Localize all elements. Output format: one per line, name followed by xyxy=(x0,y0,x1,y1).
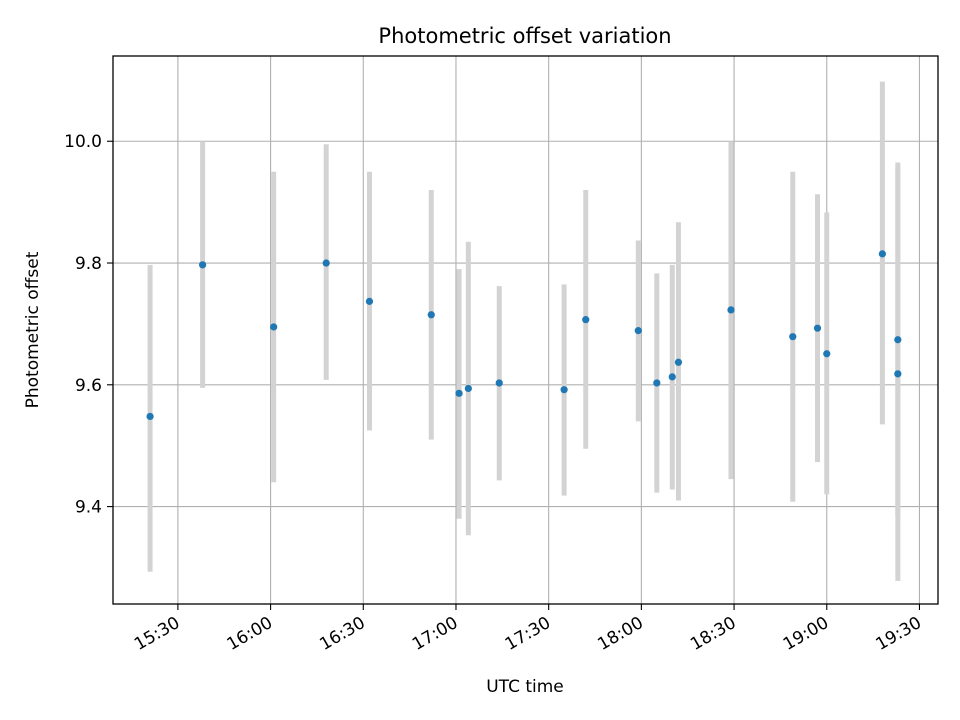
y-tick-label: 9.4 xyxy=(75,498,102,518)
y-tick-label: 9.8 xyxy=(75,254,102,274)
data-point xyxy=(582,316,590,324)
plot-frame xyxy=(112,55,939,605)
data-point xyxy=(365,297,374,305)
x-tick-label: 17:30 xyxy=(502,613,554,655)
x-tick-label: 16:30 xyxy=(316,613,368,655)
x-tick-label: 16:00 xyxy=(224,613,276,655)
chart-title: Photometric offset variation xyxy=(378,24,671,48)
data-point xyxy=(495,379,503,387)
data-point xyxy=(878,250,886,258)
data-point xyxy=(894,370,902,378)
y-tick-label: 9.6 xyxy=(75,376,102,396)
data-point xyxy=(146,412,154,421)
error-bars xyxy=(147,81,901,581)
data-point xyxy=(668,373,676,381)
axis-ticks: 15:30 16:00 16:30 17:00 17:30 18:00 18:30 19:00… xyxy=(64,132,925,655)
data-point xyxy=(560,386,568,394)
data-point xyxy=(727,306,735,314)
x-tick-label: 18:00 xyxy=(594,613,646,655)
x-tick-label: 19:30 xyxy=(873,613,925,655)
data-point xyxy=(199,261,207,269)
data-point xyxy=(322,259,330,267)
data-point xyxy=(813,324,822,332)
data-point xyxy=(653,379,661,387)
data-point xyxy=(674,358,683,366)
data-point xyxy=(789,333,797,341)
data-point xyxy=(427,311,435,319)
data-point xyxy=(455,389,463,397)
y-tick-label: 10.0 xyxy=(64,132,102,152)
x-tick-label: 17:00 xyxy=(409,613,461,655)
data-point xyxy=(464,384,472,393)
data-point xyxy=(634,327,642,335)
data-points xyxy=(146,250,902,421)
y-axis-label: Photometric offset xyxy=(23,251,43,408)
x-tick-label: 18:30 xyxy=(687,613,739,655)
x-tick-label: 19:00 xyxy=(780,613,832,655)
data-point xyxy=(894,336,902,344)
data-point xyxy=(270,323,278,331)
x-tick-label: 15:30 xyxy=(131,613,183,655)
grid xyxy=(113,56,938,604)
data-point xyxy=(823,350,831,358)
x-axis-label: UTC time xyxy=(486,677,564,697)
